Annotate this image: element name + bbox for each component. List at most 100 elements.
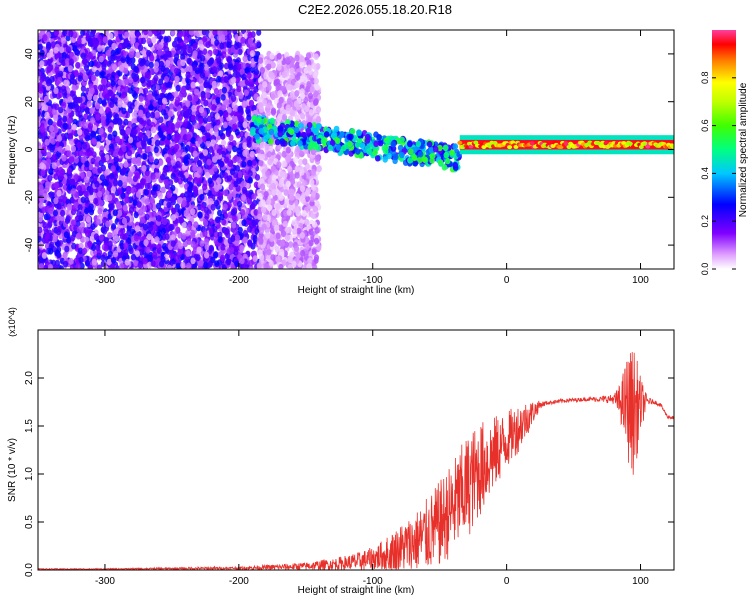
heatmap-cell xyxy=(46,158,52,166)
heatmap-cell xyxy=(95,244,101,252)
heatmap-cell xyxy=(150,260,156,267)
heatmap-cell xyxy=(44,111,50,119)
heatmap-cell xyxy=(84,230,91,237)
heatmap-cell xyxy=(166,191,172,199)
heatmap-cell xyxy=(149,145,155,153)
heatmap-cell xyxy=(170,158,176,166)
heatmap-cell xyxy=(162,166,168,174)
heatmap-cell xyxy=(62,115,68,123)
heatmap-cell xyxy=(203,99,209,107)
heatmap-cell xyxy=(169,57,175,65)
heatmap-cell xyxy=(38,43,43,51)
heatmap-cell xyxy=(91,124,98,132)
heatmap-cell xyxy=(214,113,220,120)
heatmap-cell xyxy=(134,250,140,257)
heatmap-cell xyxy=(144,182,150,190)
heatmap-cell xyxy=(146,119,152,127)
heatmap-cell xyxy=(131,117,137,125)
heatmap-cell xyxy=(109,172,115,180)
heatmap-cell xyxy=(123,118,129,126)
heatmap-cell xyxy=(47,174,53,182)
heatmap-cell xyxy=(53,197,59,205)
heatmap-cell xyxy=(163,53,169,60)
heatmap-cell xyxy=(153,74,159,82)
heatmap-cell xyxy=(108,148,114,156)
heatmap-cell xyxy=(46,151,52,159)
heatmap-cell xyxy=(121,145,127,153)
heatmap-cell xyxy=(175,96,181,104)
heatmap-cell xyxy=(66,203,72,211)
heatmap-cell xyxy=(202,48,208,55)
heatmap-cell xyxy=(239,244,245,252)
heatmap-cell xyxy=(154,111,160,119)
heatmap-cell xyxy=(140,178,146,186)
heatmap-cell xyxy=(124,31,130,39)
heatmap-cell xyxy=(137,261,143,269)
heatmap-cell xyxy=(196,166,202,174)
heatmap-cell xyxy=(176,197,182,205)
heatmap-cell xyxy=(201,135,207,143)
heatmap-cell xyxy=(97,190,103,198)
heatmap-cell xyxy=(213,251,219,258)
spectrogram-heatmap xyxy=(38,30,674,269)
heatmap-cell xyxy=(144,198,150,206)
heatmap-cell xyxy=(239,80,245,88)
heatmap-cell xyxy=(110,257,117,264)
heatmap-cell xyxy=(149,196,155,204)
heatmap-sparse-noise xyxy=(256,50,322,269)
heatmap-cell xyxy=(98,127,104,135)
heatmap-cell xyxy=(69,263,75,269)
heatmap-cell xyxy=(202,156,208,164)
heatmap-cell xyxy=(128,206,135,214)
heatmap-cell xyxy=(107,240,113,248)
heatmap-cell xyxy=(54,30,60,36)
heatmap-cell xyxy=(98,234,104,242)
heatmap-cell xyxy=(38,86,44,94)
heatmap-cell xyxy=(130,165,136,173)
heatmap-cell xyxy=(138,109,144,117)
heatmap-cell xyxy=(233,171,239,179)
heatmap-cell xyxy=(241,161,247,168)
heatmap-cell xyxy=(175,133,181,141)
heatmap-cell xyxy=(38,226,43,234)
heatmap-cell xyxy=(45,213,51,221)
heatmap-cell xyxy=(241,73,247,81)
heatmap-cell xyxy=(178,242,184,250)
heatmap-cell xyxy=(204,212,210,220)
heatmap-cell xyxy=(65,144,71,152)
heatmap-cell xyxy=(115,135,121,143)
heatmap-cell xyxy=(77,247,84,255)
heatmap-cell xyxy=(114,145,120,153)
heatmap-cell xyxy=(143,239,149,247)
heatmap-cell xyxy=(39,30,46,36)
heatmap-cell xyxy=(99,174,105,182)
heatmap-cell xyxy=(48,247,54,255)
heatmap-cell xyxy=(75,61,81,69)
heatmap-cell xyxy=(197,211,203,219)
heatmap-cell xyxy=(220,34,226,42)
heatmap-cell xyxy=(136,141,142,149)
heatmap-cell xyxy=(246,213,253,221)
heatmap-cell xyxy=(190,208,196,216)
heatmap-cell xyxy=(60,37,66,44)
heatmap-cell xyxy=(201,30,207,36)
heatmap-cell xyxy=(38,110,41,117)
heatmap-cell xyxy=(170,184,176,192)
heatmap-cell xyxy=(111,64,118,71)
heatmap-cell xyxy=(90,130,96,138)
heatmap-cell xyxy=(198,259,204,267)
heatmap-cell xyxy=(77,204,83,211)
heatmap-cell xyxy=(73,174,79,182)
heatmap-cell xyxy=(186,224,192,232)
heatmap-cell xyxy=(191,263,197,269)
heatmap-cell xyxy=(223,189,229,197)
heatmap-cell xyxy=(80,156,86,164)
heatmap-cell xyxy=(222,121,228,129)
heatmap-cell xyxy=(231,76,237,84)
heatmap-cell xyxy=(298,158,304,166)
heatmap-cell xyxy=(193,221,199,229)
heatmap-cell xyxy=(97,166,103,174)
heatmap-cell xyxy=(210,203,216,211)
heatmap-cell xyxy=(252,143,258,150)
heatmap-cell xyxy=(219,213,225,221)
